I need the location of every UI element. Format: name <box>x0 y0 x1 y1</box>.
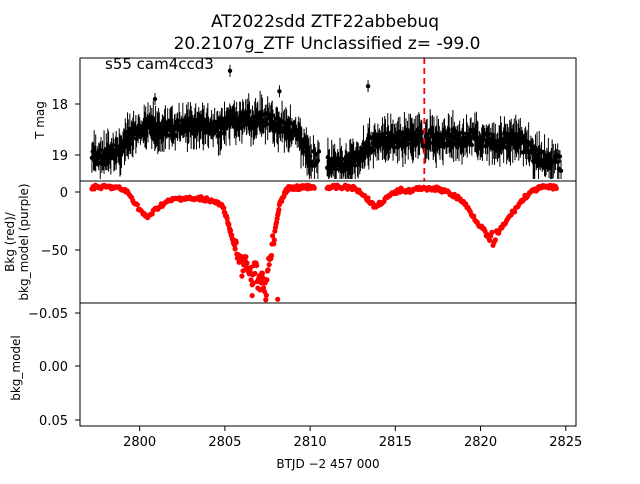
bkg-point <box>266 262 272 268</box>
data-point <box>391 145 397 150</box>
top-y-axis-label: T mag <box>33 101 47 140</box>
data-point <box>176 118 182 123</box>
data-point <box>486 131 491 137</box>
bkg-point <box>252 270 258 277</box>
data-point <box>246 109 251 114</box>
bkg-point <box>271 241 277 247</box>
x-tick-label: 2820 <box>464 435 497 450</box>
panel-top: s55 cam4ccd3 T mag 18 19 <box>33 55 577 182</box>
bkg-point <box>226 221 232 227</box>
x-tick-label: 2810 <box>294 435 327 450</box>
bkg-point <box>271 237 277 243</box>
x-tick-label: 2825 <box>549 435 582 450</box>
bkg-point <box>512 209 518 215</box>
data-point <box>340 156 345 162</box>
middle-y-tick-label: −50 <box>41 244 68 259</box>
data-point <box>334 166 339 172</box>
bkg-point <box>243 254 249 260</box>
bkg-point <box>365 195 371 201</box>
bkg-point <box>263 297 269 303</box>
bkg-point <box>263 292 269 298</box>
middle-y-axis-label: Bkg (red)/bkg_model (purple) <box>3 183 31 300</box>
data-point <box>406 141 411 147</box>
bkg-point <box>276 207 282 213</box>
bkg-point <box>227 227 234 234</box>
panel-middle: Bkg (red)/bkg_model (purple) 0 −50 <box>3 180 577 304</box>
bottom-panel-frame <box>79 302 577 427</box>
bkg-point <box>134 202 140 208</box>
top-plot-area <box>89 58 564 181</box>
bkg-point <box>259 270 265 276</box>
data-point <box>316 149 322 154</box>
bkg-point <box>240 268 246 274</box>
x-tick-label: 2805 <box>208 435 241 450</box>
bkg-point <box>471 213 477 219</box>
bottom-y-ticks: −0.05 0.00 0.05 <box>28 307 80 429</box>
x-axis-ticks: 2800 2805 2810 2815 2820 2825 <box>123 426 582 450</box>
bkg-point <box>553 185 559 191</box>
middle-y-tick-label: 0 <box>60 186 68 201</box>
bkg-point <box>489 229 495 235</box>
outlier-point <box>152 96 158 102</box>
data-point <box>270 113 275 118</box>
data-point <box>218 130 223 136</box>
bkg-point <box>311 185 317 191</box>
bkg-point <box>221 205 227 211</box>
x-tick-label: 2815 <box>379 435 412 450</box>
top-y-ticks: 18 19 <box>51 98 80 164</box>
bkg-point <box>268 252 275 259</box>
data-point <box>457 130 462 135</box>
bkg-point <box>492 237 498 243</box>
bkg-outlier-point <box>230 237 237 243</box>
bottom-y-axis-label: bkg_model <box>9 335 23 401</box>
bkg-point <box>265 267 271 273</box>
middle-panel-frame <box>79 180 577 304</box>
data-point <box>110 143 116 148</box>
bottom-y-tick-label: −0.05 <box>28 307 68 322</box>
title-line-1: AT2022sdd ZTF22abbebuq <box>211 12 439 32</box>
bkg-outlier-point <box>275 296 281 302</box>
outlier-point <box>277 89 282 94</box>
bkg-outlier-point <box>249 293 255 299</box>
panel-bottom: bkg_model −0.05 0.00 0.05 2800 2805 2810 28… <box>9 302 582 471</box>
middle-plot-area <box>89 182 559 303</box>
data-point <box>527 155 532 160</box>
data-point <box>469 142 475 148</box>
data-point <box>312 163 317 168</box>
outlier-point <box>365 83 371 89</box>
bkg-point <box>244 260 250 266</box>
bkg-point <box>254 262 260 269</box>
bkg-point <box>232 246 238 252</box>
bkg-point <box>224 216 230 222</box>
x-tick-label: 2800 <box>123 435 156 450</box>
title-line-2: 20.2107g_ZTF Unclassified z= -99.0 <box>174 34 481 54</box>
bkg-point <box>487 237 493 244</box>
bkg-point <box>260 275 266 281</box>
top-y-tick-label: 18 <box>51 98 68 113</box>
bkg-point <box>239 273 245 279</box>
data-point <box>419 129 425 135</box>
data-point <box>557 154 563 159</box>
bottom-y-tick-label: 0.05 <box>39 414 68 429</box>
bkg-point <box>270 233 276 239</box>
top-panel-annotation: s55 cam4ccd3 <box>105 55 214 73</box>
middle-y-ticks: 0 −50 <box>41 186 80 259</box>
data-point <box>558 168 564 174</box>
outlier-point <box>227 68 233 74</box>
bottom-y-tick-label: 0.00 <box>39 360 68 375</box>
bkg-point <box>264 277 270 283</box>
x-axis-label: BTJD −2 457 000 <box>276 457 379 471</box>
bkg-point <box>250 280 256 286</box>
data-point <box>352 163 358 168</box>
top-y-tick-label: 19 <box>51 149 68 164</box>
